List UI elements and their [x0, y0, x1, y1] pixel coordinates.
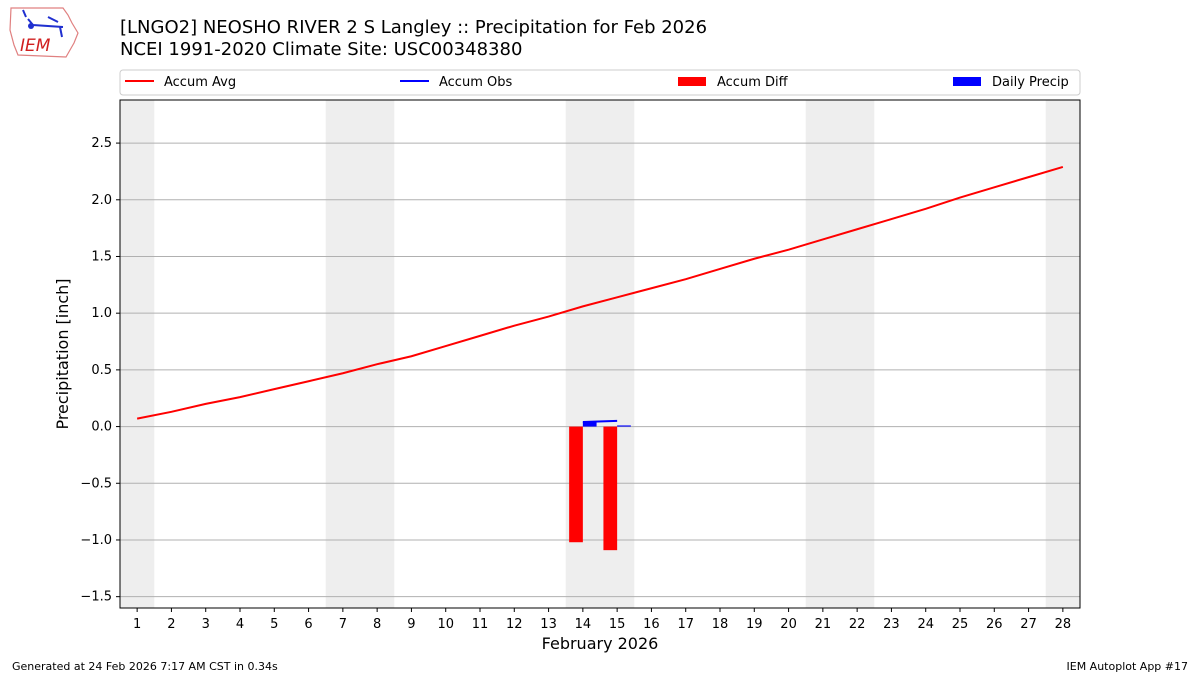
logo-text: IEM — [20, 36, 51, 56]
x-tick-label: 16 — [643, 617, 660, 632]
x-tick-label: 27 — [1020, 617, 1037, 632]
chart-title: [LNGO2] NEOSHO RIVER 2 S Langley :: Prec… — [120, 17, 708, 38]
weekend-band — [120, 100, 155, 608]
x-tick-label: 25 — [952, 617, 969, 632]
x-tick-label: 23 — [883, 617, 900, 632]
x-tick-label: 2 — [167, 617, 175, 632]
accum-diff-bar — [603, 426, 618, 551]
x-tick-label: 21 — [815, 617, 832, 632]
x-axis-label: February 2026 — [542, 634, 659, 653]
chart-subtitle: NCEI 1991-2020 Climate Site: USC00348380 — [120, 39, 523, 60]
daily-precip-bar — [582, 422, 597, 427]
y-tick-label: 0.5 — [91, 363, 112, 378]
x-tick-label: 1 — [133, 617, 141, 632]
y-tick-label: 2.0 — [91, 193, 112, 208]
weekend-band — [1045, 100, 1080, 608]
y-axis-label: Precipitation [inch] — [53, 278, 72, 429]
legend-label: Accum Diff — [717, 75, 789, 90]
x-tick-label: 17 — [677, 617, 694, 632]
x-tick-label: 13 — [540, 617, 557, 632]
legend-label: Accum Obs — [439, 75, 512, 90]
x-tick-label: 14 — [575, 617, 592, 632]
x-tick-label: 22 — [849, 617, 866, 632]
legend-swatch-bar — [678, 77, 706, 86]
x-tick-label: 5 — [270, 617, 278, 632]
x-tick-label: 11 — [472, 617, 489, 632]
x-tick-label: 7 — [339, 617, 347, 632]
x-tick-label: 10 — [437, 617, 454, 632]
y-tick-label: 2.5 — [91, 136, 112, 151]
x-tick-label: 24 — [917, 617, 934, 632]
x-tick-label: 4 — [236, 617, 244, 632]
iem-logo: IEM — [9, 7, 79, 58]
legend-swatch-bar — [953, 77, 981, 86]
y-tick-label: −1.5 — [80, 590, 112, 605]
legend-box — [119, 69, 1081, 96]
accum-obs-line — [582, 419, 618, 424]
x-tick-label: 19 — [746, 617, 763, 632]
x-tick-label: 8 — [373, 617, 381, 632]
x-tick-label: 28 — [1055, 617, 1072, 632]
x-tick-label: 26 — [986, 617, 1003, 632]
accum-diff-bar — [569, 426, 583, 543]
x-tick-label: 18 — [712, 617, 729, 632]
x-tick-label: 12 — [506, 617, 523, 632]
y-tick-label: −0.5 — [80, 476, 112, 491]
legend-label: Accum Avg — [164, 75, 236, 90]
generated-note: Generated at 24 Feb 2026 7:17 AM CST in … — [12, 660, 278, 673]
app-note: IEM Autoplot App #17 — [1066, 660, 1189, 673]
daily-precip-bar — [617, 425, 631, 427]
accum-avg-line — [136, 165, 1064, 420]
weekend-band — [325, 100, 395, 608]
plot-frame — [119, 99, 1081, 609]
y-tick-label: 0.0 — [91, 420, 112, 435]
x-tick-label: 15 — [609, 617, 626, 632]
weekend-band — [805, 100, 875, 608]
x-tick-label: 9 — [407, 617, 415, 632]
x-tick-label: 20 — [780, 617, 797, 632]
x-tick-label: 6 — [304, 617, 312, 632]
y-tick-label: 1.5 — [91, 249, 112, 264]
y-tick-label: 1.0 — [91, 306, 112, 321]
y-tick-label: −1.0 — [80, 533, 112, 548]
legend-label: Daily Precip — [992, 75, 1069, 90]
x-tick-label: 3 — [202, 617, 210, 632]
